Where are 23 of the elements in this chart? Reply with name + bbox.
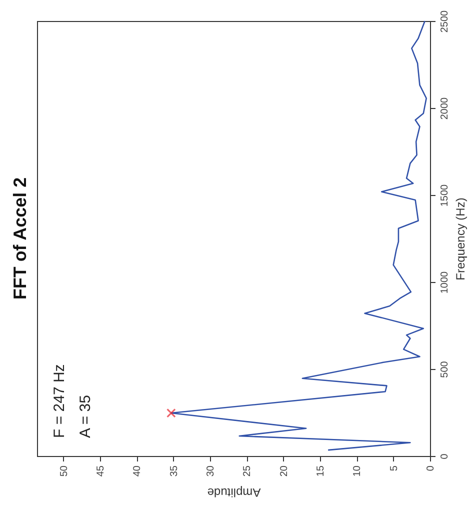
x-tick-label: 30 bbox=[206, 465, 217, 477]
x-tick-label: 20 bbox=[278, 465, 290, 477]
x-tick-label: 40 bbox=[132, 465, 144, 477]
x-tick-label: 45 bbox=[96, 465, 107, 477]
y-tick-label: 2000 bbox=[440, 96, 450, 120]
y-tick-label: 1000 bbox=[440, 270, 450, 294]
x-tick-label: 10 bbox=[352, 465, 364, 477]
x-tick-label: 35 bbox=[168, 465, 180, 477]
x-tick-label: 0 bbox=[426, 465, 436, 472]
annotation: F = 247 Hz bbox=[51, 364, 68, 438]
x-axis-title: Amplitude bbox=[207, 486, 261, 500]
annotation: A = 35 bbox=[77, 395, 94, 438]
y-tick-label: 1500 bbox=[440, 184, 450, 207]
y-tick-label: 500 bbox=[440, 360, 450, 378]
text: FFT of Accel 2 bbox=[10, 177, 30, 300]
line-series bbox=[170, 20, 427, 451]
y-tick-label: 0 bbox=[440, 453, 450, 460]
x-tick-label: 50 bbox=[58, 465, 70, 477]
x-tick-label: 25 bbox=[242, 465, 254, 477]
x-tick-label: 5 bbox=[388, 465, 400, 472]
y-tick-label: 2500 bbox=[440, 10, 450, 33]
y-axis-title: Frequency (Hz) bbox=[454, 198, 468, 280]
x-tick-label: 15 bbox=[316, 465, 327, 477]
